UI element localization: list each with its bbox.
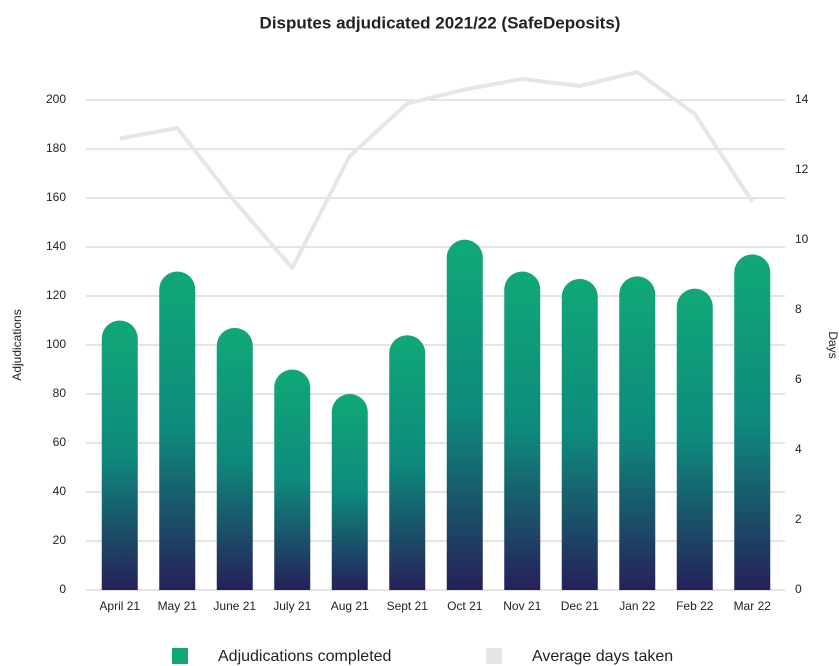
y-tick-label: 60 [53,435,67,449]
y-tick-label: 200 [46,92,66,106]
y-tick-label: 80 [53,386,67,400]
bar [676,288,713,590]
y-tick-label: 0 [59,582,66,596]
x-tick-label: Feb 22 [676,599,714,613]
y2-tick-label: 4 [795,442,802,456]
x-tick-label: April 21 [99,599,140,613]
bar [101,320,138,590]
y2-tick-label: 8 [795,302,802,316]
bar [274,369,311,590]
x-tick-label: Aug 21 [331,599,369,613]
chart-title: Disputes adjudicated 2021/22 (SafeDeposi… [260,13,621,32]
y2-tick-label: 10 [795,232,809,246]
y-tick-label: 160 [46,190,66,204]
bar [446,239,483,590]
x-tick-label: Oct 21 [447,599,483,613]
y-tick-label: 20 [53,533,67,547]
legend-label: Adjudications completed [218,648,391,665]
y2-tick-label: 2 [795,512,802,526]
x-tick-label: July 21 [273,599,311,613]
x-tick-label: May 21 [158,599,198,613]
y-tick-label: 180 [46,141,66,155]
x-tick-label: Dec 21 [561,599,599,613]
bar [389,335,426,590]
y-axis-label: Adjudications [10,309,24,380]
bar [561,278,598,590]
bar [619,276,656,590]
bar [331,394,368,590]
legend-swatch [486,648,502,664]
x-tick-label: Mar 22 [734,599,772,613]
bar [216,327,253,590]
bar [159,271,196,590]
x-tick-label: Sept 21 [387,599,429,613]
bar [734,254,771,590]
y-tick-label: 40 [53,484,67,498]
y-tick-label: 120 [46,288,66,302]
y2-tick-label: 12 [795,162,809,176]
y-tick-label: 140 [46,239,66,253]
x-tick-label: June 21 [213,599,256,613]
line [119,70,754,270]
x-tick-label: Nov 21 [503,599,541,613]
y-tick-label: 100 [46,337,66,351]
legend-swatch [172,648,188,664]
legend-label: Average days taken [532,648,673,665]
y2-tick-label: 0 [795,582,802,596]
bar [504,271,541,590]
y2-tick-label: 6 [795,372,802,386]
y2-tick-label: 14 [795,92,809,106]
x-tick-label: Jan 22 [619,599,655,613]
y2-axis-label: Days [826,331,839,358]
